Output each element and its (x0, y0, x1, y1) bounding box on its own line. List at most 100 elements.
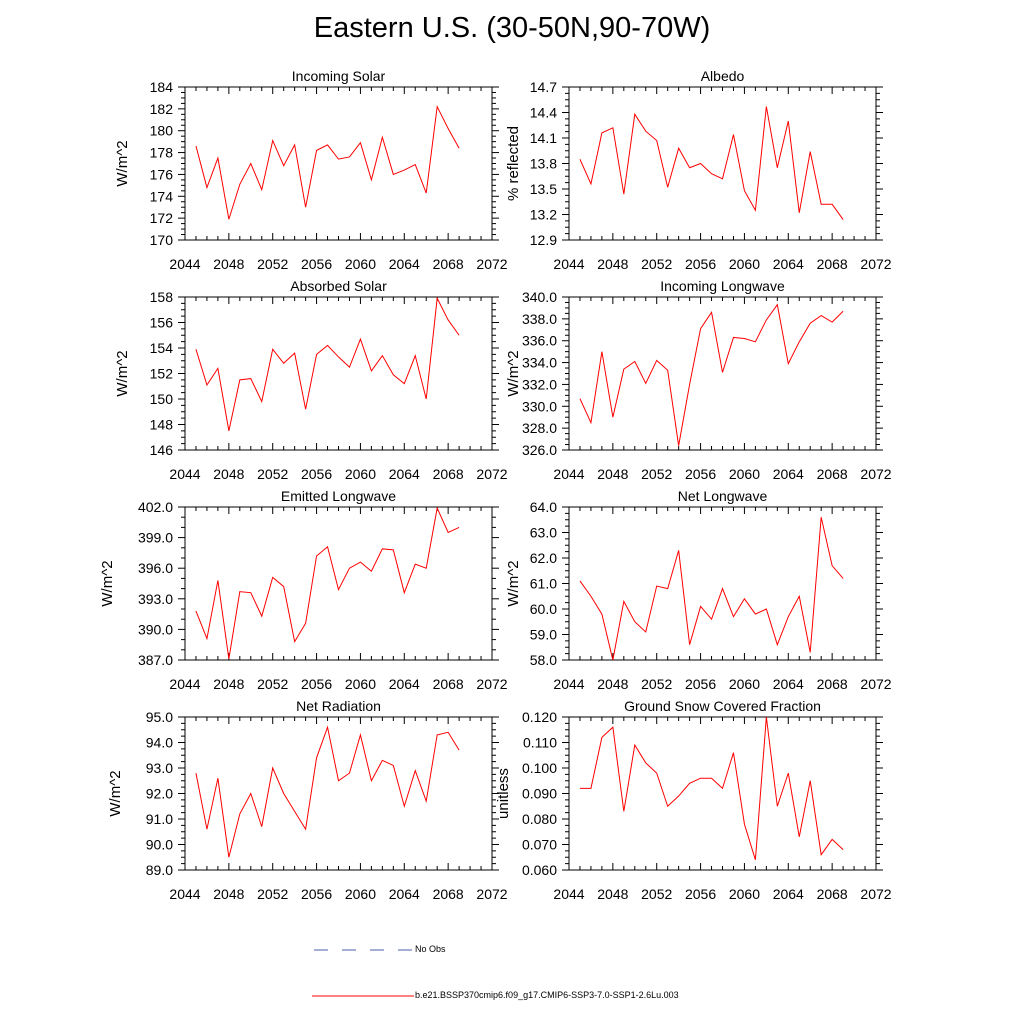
y-tick-label: 396.0 (138, 560, 173, 576)
x-tick-label: 2064 (389, 256, 420, 272)
y-tick-label: 146 (150, 442, 174, 458)
y-tick-label: 0.100 (522, 760, 557, 776)
x-tick-label: 2064 (389, 676, 420, 692)
chart-panel-5: Emitted Longwave W/m^2 2044 2048 2052 2056 206… (99, 488, 508, 692)
x-tick-label: 2048 (213, 466, 244, 482)
y-tick-label: 328.0 (522, 420, 557, 436)
plot-frame (568, 506, 877, 661)
plot-frame (184, 506, 493, 661)
y-tick-label: 336.0 (522, 333, 557, 349)
x-tick-label: 2056 (301, 676, 332, 692)
x-tick-label: 2064 (389, 886, 420, 902)
series-line (195, 104, 460, 220)
x-tick-label: 2068 (817, 886, 848, 902)
x-tick-label: 2072 (476, 676, 507, 692)
chart-panel-1: Incoming Solar W/m^2 2044 2048 2052 2056 2060 2… (114, 68, 508, 272)
x-tick-label: 2044 (169, 886, 200, 902)
x-tick-label: 2048 (597, 466, 628, 482)
series-line (579, 106, 844, 220)
series-line (579, 517, 844, 661)
x-tick-label: 2056 (685, 256, 716, 272)
y-tick-label: 148 (150, 417, 174, 433)
x-tick-label: 2052 (641, 256, 672, 272)
chart-panel-3: Absorbed Solar W/m^2 2044 2048 2052 2056 2060 2… (114, 278, 508, 482)
y-tick-label: 176 (150, 166, 174, 182)
plot-frame (184, 86, 493, 241)
x-tick-label: 2060 (345, 676, 376, 692)
y-axis-label: unitless (495, 768, 512, 819)
x-tick-label: 2072 (476, 466, 507, 482)
chart-title: Ground Snow Covered Fraction (624, 698, 821, 714)
y-tick-label: 332.0 (522, 376, 557, 392)
x-tick-label: 2056 (301, 886, 332, 902)
plot-frame (568, 296, 877, 451)
y-axis-label: W/m^2 (505, 350, 522, 396)
y-tick-label: 0.080 (522, 811, 557, 827)
x-tick-label: 2056 (685, 676, 716, 692)
y-tick-label: 58.0 (530, 652, 557, 668)
x-tick-label: 2072 (860, 466, 891, 482)
y-tick-label: 12.9 (530, 232, 557, 248)
y-tick-label: 170 (150, 232, 174, 248)
x-tick-label: 2068 (817, 466, 848, 482)
y-tick-label: 182 (150, 101, 174, 117)
chart-panel-8: Ground Snow Covered Fraction unitless 2044… (495, 698, 892, 902)
x-tick-label: 2060 (729, 676, 760, 692)
x-tick-label: 2060 (729, 466, 760, 482)
x-tick-label: 2052 (257, 676, 288, 692)
y-tick-label: 92.0 (146, 786, 173, 802)
chart-title: Absorbed Solar (290, 278, 387, 294)
x-tick-label: 2044 (553, 886, 584, 902)
x-tick-label: 2064 (773, 466, 804, 482)
x-tick-label: 2072 (476, 256, 507, 272)
y-tick-label: 0.090 (522, 786, 557, 802)
y-tick-label: 89.0 (146, 862, 173, 878)
chart-title: Albedo (701, 68, 745, 84)
y-tick-label: 178 (150, 145, 174, 161)
x-tick-label: 2068 (433, 676, 464, 692)
series-line (579, 716, 844, 860)
y-tick-label: 61.0 (530, 576, 557, 592)
y-tick-label: 14.4 (530, 105, 557, 121)
x-tick-label: 2064 (773, 256, 804, 272)
y-tick-label: 93.0 (146, 760, 173, 776)
x-tick-label: 2044 (169, 676, 200, 692)
legend-model-label: b.e21.BSSP370cmip6.f09_g17.CMIP6-SSP3-7.… (415, 990, 679, 1000)
y-tick-label: 91.0 (146, 811, 173, 827)
y-tick-label: 0.110 (523, 735, 557, 751)
x-tick-label: 2044 (553, 256, 584, 272)
series-line (579, 303, 844, 446)
chart-panel-2: Albedo % reflected 2044 2048 2052 2056 2060 206… (505, 68, 892, 272)
y-tick-label: 154 (150, 340, 174, 356)
chart-panel-7: Net Radiation W/m^2 2044 2048 2052 2056 2060 20… (107, 698, 508, 902)
x-tick-label: 2044 (169, 466, 200, 482)
plot-frame (568, 716, 877, 871)
x-tick-label: 2044 (553, 466, 584, 482)
series-line (195, 506, 460, 660)
y-axis-label: W/m^2 (505, 560, 522, 606)
x-tick-label: 2072 (860, 676, 891, 692)
y-axis-label: W/m^2 (114, 140, 131, 186)
y-tick-label: 156 (150, 315, 174, 331)
y-tick-label: 0.070 (522, 837, 557, 853)
chart-panel-6: Net Longwave W/m^2 2044 2048 2052 2056 2060 206… (505, 488, 892, 692)
plot-frame (184, 296, 493, 451)
chart-title: Emitted Longwave (281, 488, 396, 504)
x-tick-label: 2060 (345, 466, 376, 482)
x-tick-label: 2052 (641, 466, 672, 482)
y-tick-label: 14.7 (530, 79, 557, 95)
x-tick-label: 2044 (169, 256, 200, 272)
y-tick-label: 399.0 (138, 530, 173, 546)
legend-obs-line (314, 949, 412, 951)
x-tick-label: 2064 (773, 886, 804, 902)
x-tick-label: 2072 (860, 256, 891, 272)
x-tick-label: 2064 (773, 676, 804, 692)
x-tick-label: 2056 (685, 466, 716, 482)
y-tick-label: 63.0 (530, 525, 557, 541)
x-tick-label: 2068 (433, 256, 464, 272)
x-tick-label: 2048 (213, 676, 244, 692)
y-tick-label: 393.0 (138, 591, 173, 607)
x-tick-label: 2048 (213, 886, 244, 902)
y-tick-label: 0.120 (522, 709, 557, 725)
chart-title: Incoming Longwave (660, 278, 785, 294)
